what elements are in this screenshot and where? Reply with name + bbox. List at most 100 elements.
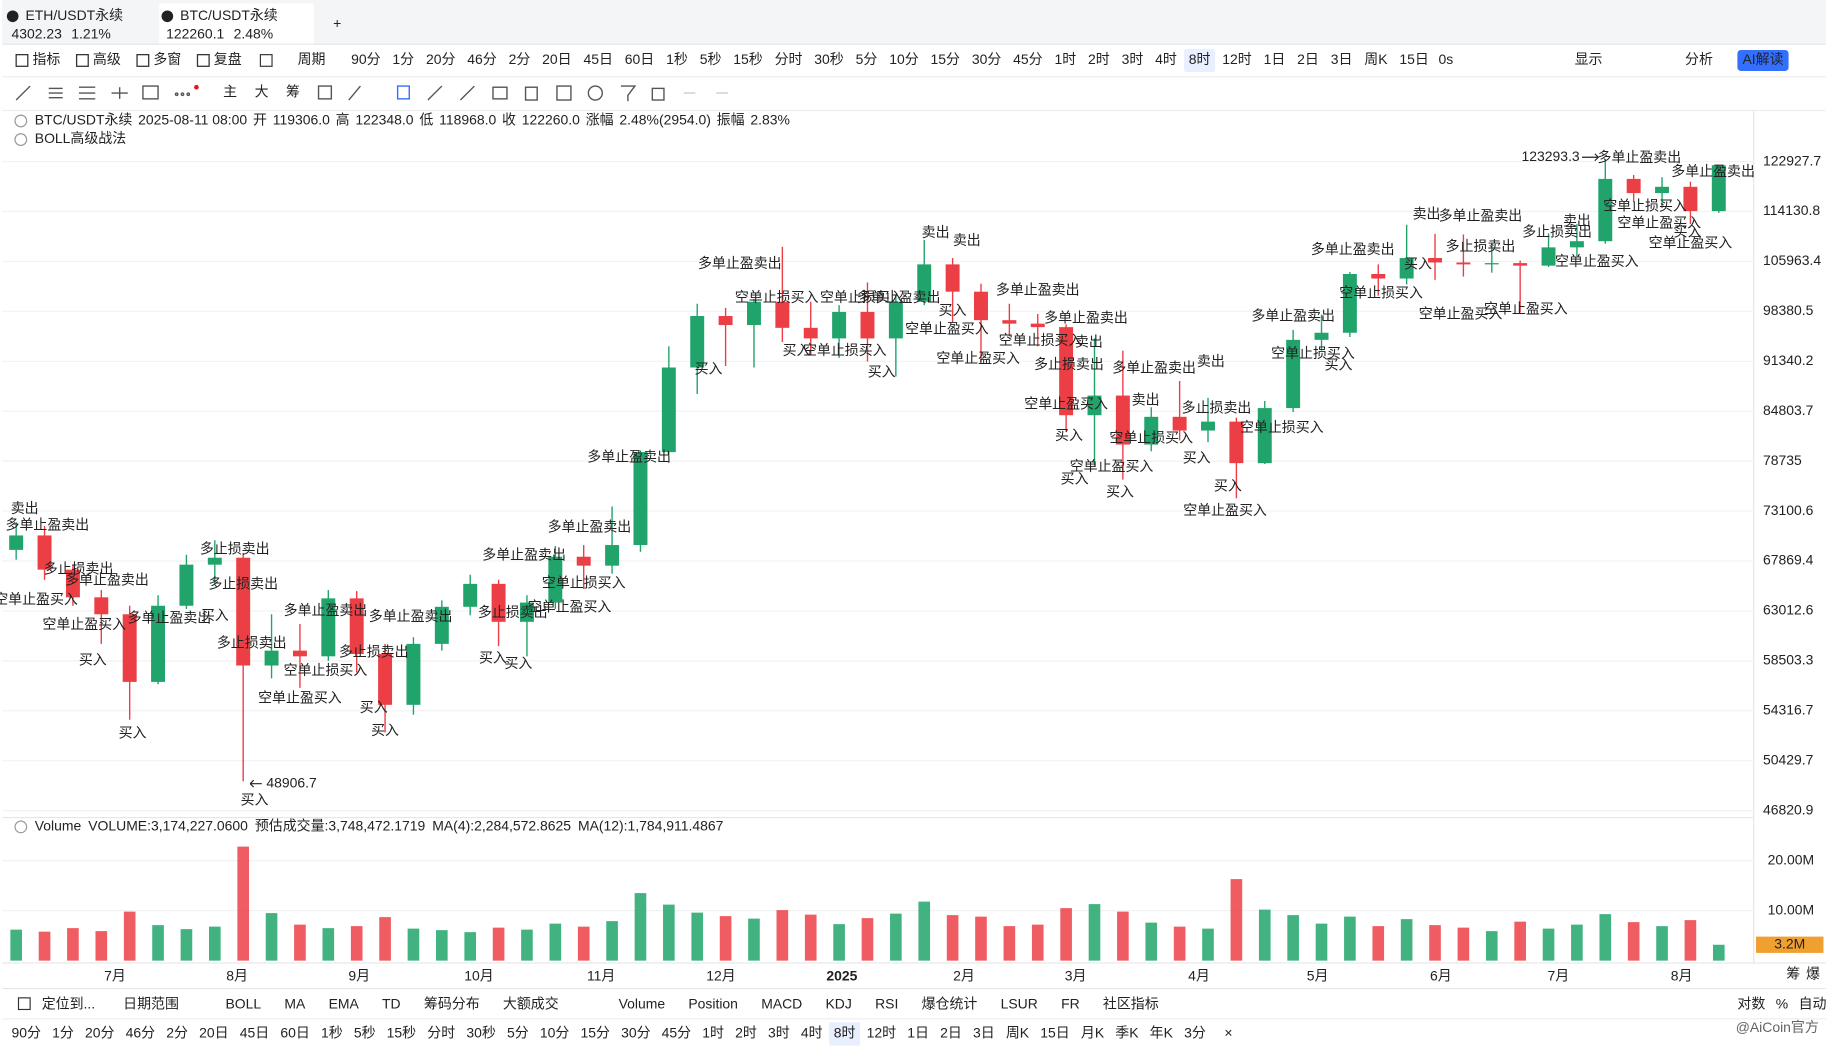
toolbar-right-button[interactable]: 0s bbox=[1439, 51, 1454, 67]
period-button[interactable]: 3时 bbox=[768, 1025, 790, 1041]
main-indicator[interactable]: TD bbox=[382, 996, 401, 1012]
period-button[interactable]: 2日 bbox=[1297, 51, 1319, 67]
period-button[interactable]: 月K bbox=[1081, 1025, 1105, 1041]
period-button[interactable]: 15分 bbox=[580, 1025, 610, 1041]
axis-corner[interactable]: 爆 bbox=[1806, 965, 1820, 981]
main-indicator[interactable]: EMA bbox=[329, 996, 360, 1012]
sub-indicator[interactable]: LSUR bbox=[1001, 996, 1038, 1012]
period-button[interactable]: 3时 bbox=[1122, 51, 1144, 67]
draw-mode[interactable]: 筹 bbox=[286, 84, 300, 100]
new-tab-button[interactable]: + bbox=[333, 15, 341, 31]
period-button[interactable]: 2时 bbox=[1088, 51, 1110, 67]
period-button[interactable]: 1时 bbox=[702, 1025, 724, 1041]
period-button[interactable]: 10分 bbox=[540, 1025, 570, 1041]
period-button[interactable]: 1时 bbox=[1054, 51, 1076, 67]
period-button[interactable]: 1秒 bbox=[321, 1025, 343, 1041]
period-button[interactable]: 20分 bbox=[426, 51, 456, 67]
main-indicator[interactable]: MA bbox=[284, 996, 306, 1012]
period-button[interactable]: 60日 bbox=[280, 1025, 309, 1041]
period-button[interactable]: 1分 bbox=[392, 51, 414, 67]
sub-indicator[interactable]: FR bbox=[1061, 996, 1080, 1012]
period-button[interactable]: 5分 bbox=[856, 51, 878, 67]
toolbar-button[interactable]: 复盘 bbox=[214, 51, 242, 67]
period-button[interactable]: 45分 bbox=[1013, 51, 1043, 67]
period-button[interactable]: 30分 bbox=[972, 51, 1002, 67]
info-toggle[interactable] bbox=[14, 114, 28, 128]
period-button[interactable]: 8时 bbox=[1189, 51, 1211, 67]
sub-indicator[interactable]: KDJ bbox=[826, 996, 852, 1012]
period-button[interactable]: 2分 bbox=[509, 51, 531, 67]
tab-symbol[interactable]: ETH/USDT永续 bbox=[25, 7, 123, 23]
period-button[interactable]: 1分 bbox=[52, 1025, 74, 1041]
period-button[interactable]: 90分 bbox=[12, 1025, 42, 1041]
scale-toggle[interactable]: % bbox=[1776, 996, 1788, 1012]
sub-indicator[interactable]: 爆仓统计 bbox=[922, 996, 978, 1012]
period-button[interactable]: 周K bbox=[1364, 51, 1388, 67]
scale-toggle[interactable]: 对数 bbox=[1737, 996, 1765, 1012]
period-button[interactable]: 1日 bbox=[907, 1025, 929, 1041]
period-button[interactable]: 1秒 bbox=[666, 51, 688, 67]
period-button[interactable]: 12时 bbox=[867, 1025, 897, 1041]
toolbar-button[interactable]: 高级 bbox=[93, 51, 121, 67]
period-button[interactable]: 20日 bbox=[542, 51, 571, 67]
period-button[interactable]: 30秒 bbox=[466, 1025, 496, 1041]
period-button[interactable]: 3日 bbox=[973, 1025, 995, 1041]
period-button[interactable]: 年K bbox=[1150, 1025, 1174, 1041]
period-button[interactable]: 20分 bbox=[85, 1025, 115, 1041]
sub-indicator[interactable]: RSI bbox=[875, 996, 898, 1012]
period-button[interactable]: 45日 bbox=[240, 1025, 269, 1041]
sub-indicator[interactable]: 社区指标 bbox=[1103, 996, 1159, 1012]
ai-button[interactable]: AI解读 bbox=[1742, 51, 1783, 67]
toolbar-button[interactable]: 指标 bbox=[32, 51, 60, 67]
main-indicator[interactable]: 大额成交 bbox=[503, 996, 559, 1012]
period-button[interactable]: 1日 bbox=[1264, 51, 1286, 67]
main-indicator[interactable]: 筹码分布 bbox=[424, 996, 480, 1012]
period-button[interactable]: 30分 bbox=[621, 1025, 651, 1041]
toolbar-button[interactable]: 多窗 bbox=[153, 51, 181, 67]
volume-toggle[interactable] bbox=[14, 820, 28, 834]
period-button[interactable]: 45日 bbox=[584, 51, 613, 67]
sub-indicator[interactable]: Position bbox=[688, 996, 738, 1012]
period-button[interactable]: 12时 bbox=[1222, 51, 1252, 67]
date-range-button[interactable]: 日期范围 bbox=[123, 996, 179, 1012]
period-button[interactable]: 15秒 bbox=[733, 51, 763, 67]
period-button[interactable]: 3日 bbox=[1331, 51, 1353, 67]
period-button[interactable]: 4时 bbox=[801, 1025, 823, 1041]
period-button[interactable]: 30秒 bbox=[814, 51, 844, 67]
toolbar-right-button[interactable]: 分析 bbox=[1685, 51, 1713, 67]
period-button[interactable]: 45分 bbox=[662, 1025, 692, 1041]
period-button[interactable]: 4时 bbox=[1155, 51, 1177, 67]
main-indicator[interactable]: BOLL bbox=[226, 996, 262, 1012]
sub-indicator[interactable]: MACD bbox=[761, 996, 802, 1012]
period-button[interactable]: 8时 bbox=[834, 1025, 856, 1041]
period-button[interactable]: 46分 bbox=[126, 1025, 156, 1041]
ai-button-bg[interactable] bbox=[1737, 50, 1789, 71]
period-button[interactable]: 5秒 bbox=[700, 51, 722, 67]
period-button[interactable]: 2日 bbox=[940, 1025, 962, 1041]
period-button[interactable]: 5分 bbox=[507, 1025, 529, 1041]
period-button[interactable]: 15日 bbox=[1399, 51, 1428, 67]
period-button[interactable]: 20日 bbox=[199, 1025, 228, 1041]
period-button[interactable]: 46分 bbox=[467, 51, 497, 67]
period-button[interactable]: 3分 bbox=[1184, 1025, 1206, 1041]
toolbar-right-button[interactable]: 显示 bbox=[1575, 51, 1603, 67]
period-button[interactable]: 15秒 bbox=[387, 1025, 417, 1041]
period-button[interactable]: 15分 bbox=[931, 51, 961, 67]
scale-toggle[interactable]: 自动 bbox=[1799, 996, 1827, 1012]
tab-symbol[interactable]: BTC/USDT永续 bbox=[180, 7, 278, 23]
close-button[interactable]: × bbox=[1224, 1025, 1232, 1041]
drawing-tools[interactable] bbox=[15, 85, 728, 102]
period-button[interactable]: 2分 bbox=[166, 1025, 188, 1041]
period-button[interactable]: 15日 bbox=[1040, 1025, 1069, 1041]
period-button[interactable]: 5秒 bbox=[354, 1025, 376, 1041]
period-button[interactable]: 分时 bbox=[775, 51, 803, 67]
period-button[interactable]: 季K bbox=[1115, 1025, 1139, 1041]
period-button[interactable]: 周K bbox=[1006, 1025, 1030, 1041]
draw-mode[interactable]: 主 bbox=[223, 84, 237, 100]
draw-mode[interactable]: 大 bbox=[255, 84, 269, 100]
sub-indicator[interactable]: Volume bbox=[619, 996, 666, 1012]
period-menu[interactable]: 周期 bbox=[298, 51, 326, 67]
period-button[interactable]: 60日 bbox=[625, 51, 654, 67]
period-button[interactable]: 90分 bbox=[351, 51, 381, 67]
axis-corner[interactable]: 筹 bbox=[1786, 965, 1800, 981]
